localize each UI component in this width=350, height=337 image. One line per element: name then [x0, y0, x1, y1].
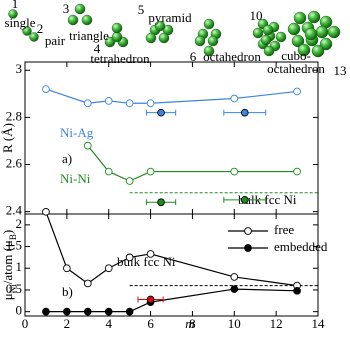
- y-axis-label-part: μ: [0, 293, 15, 300]
- reference-label: bulk fcc Ni: [238, 192, 297, 207]
- y-tick-label: 3: [16, 61, 23, 76]
- cluster-octahedron: [194, 18, 222, 57]
- y-axis-label-part: /atom (μ: [0, 240, 15, 284]
- data-point: [104, 264, 113, 273]
- x-tick-label: 8: [189, 316, 196, 331]
- data-point: [230, 273, 239, 281]
- plot-frame: [24, 213, 319, 317]
- y-tick-label: 2: [16, 216, 23, 231]
- series-line: [45, 288, 298, 313]
- legend-label: free: [274, 222, 294, 237]
- y-axis-label-part: B: [8, 234, 18, 240]
- series-label: Ni-Ag: [60, 125, 94, 140]
- data-point: [230, 285, 239, 293]
- cluster-size: 13: [334, 63, 347, 78]
- x-tick-label: 10: [228, 316, 241, 331]
- cluster-name: tetrahedron: [90, 51, 150, 66]
- y-tick-label: 1.5: [6, 238, 22, 253]
- data-point: [125, 177, 134, 185]
- data-point: [63, 307, 71, 316]
- y-tick-label: 2.4: [6, 203, 23, 218]
- cluster-size: 10: [250, 8, 263, 23]
- panel-label: a): [62, 151, 72, 166]
- data-point: [42, 307, 50, 316]
- y-tick-label: 2.8: [6, 108, 22, 123]
- data-point: [230, 94, 239, 103]
- data-point: [293, 87, 301, 96]
- cluster-tetrahedron: [104, 22, 129, 48]
- cluster-size: 6: [190, 49, 197, 64]
- data-point: [146, 167, 155, 176]
- data-point: [104, 167, 113, 176]
- y-axis-label: μNi/atom (μB): [0, 230, 18, 301]
- cluster-size: 2: [37, 21, 44, 36]
- cluster-10: [252, 18, 287, 57]
- x-tick-label: 14: [312, 316, 326, 331]
- cluster-name: triangle: [69, 28, 109, 43]
- data-point: [125, 253, 134, 262]
- y-axis-label: R (Å): [0, 123, 15, 153]
- cluster-13: [287, 10, 341, 58]
- cluster-size: 1: [12, 0, 19, 11]
- data-point: [240, 108, 249, 117]
- x-tick-label: 12: [270, 316, 283, 331]
- y-tick-label: 1: [16, 259, 23, 274]
- cluster-size: 4: [94, 41, 101, 56]
- data-point: [125, 99, 134, 108]
- cluster-pair: [22, 26, 39, 42]
- series-label: Ni-Ni: [60, 171, 91, 186]
- data-point: [83, 141, 92, 150]
- x-tick-label: 4: [105, 316, 112, 331]
- y-tick-label: 0.5: [6, 281, 22, 296]
- series-line: [45, 211, 298, 287]
- data-point: [83, 99, 92, 108]
- y-tick-label: 0: [16, 303, 23, 318]
- y-tick-label: 2.6: [6, 155, 23, 170]
- cluster-single: [8, 9, 18, 19]
- series-line: [87, 145, 298, 182]
- data-point: [230, 167, 239, 176]
- data-point: [293, 286, 301, 295]
- legend-label: embedded: [274, 239, 328, 254]
- reference-label: bulk fcc Ni: [117, 254, 176, 269]
- x-axis-label: m: [185, 316, 194, 331]
- data-point: [125, 307, 134, 316]
- data-point: [157, 198, 165, 207]
- y-axis-label-part: Ni: [8, 284, 18, 293]
- cluster-triangle: [67, 3, 93, 26]
- cluster-pyramid: [145, 20, 174, 44]
- data-point: [240, 196, 249, 204]
- data-point: [146, 250, 155, 258]
- panel-label: b): [62, 284, 73, 299]
- data-point: [42, 207, 50, 216]
- data-point: [104, 97, 113, 105]
- cluster-size: 3: [63, 1, 70, 16]
- data-point: [293, 167, 301, 176]
- data-point: [83, 279, 92, 288]
- cluster-name: octahedron: [203, 49, 261, 64]
- data-point: [146, 295, 155, 304]
- x-tick-label: 2: [64, 316, 71, 331]
- cluster-size: 5: [138, 2, 145, 17]
- data-point: [104, 307, 113, 316]
- data-point: [63, 264, 71, 273]
- y-axis-label-part: ): [0, 230, 15, 234]
- data-point: [83, 307, 92, 316]
- legend-marker: [244, 227, 252, 235]
- cluster-name: cubo-: [281, 48, 311, 63]
- data-point: [146, 99, 155, 108]
- x-tick-label: 6: [147, 316, 154, 331]
- cluster-name: single: [4, 15, 35, 30]
- series-line: [45, 88, 298, 104]
- data-point: [42, 85, 50, 93]
- cluster-name: pair: [45, 33, 66, 48]
- cluster-name: octahedron: [267, 61, 325, 76]
- data-point: [157, 108, 165, 117]
- cluster-name: pyramid: [148, 10, 192, 25]
- legend-marker: [244, 244, 252, 252]
- x-tick-label: 0: [22, 316, 29, 331]
- cluster-images: [8, 3, 341, 58]
